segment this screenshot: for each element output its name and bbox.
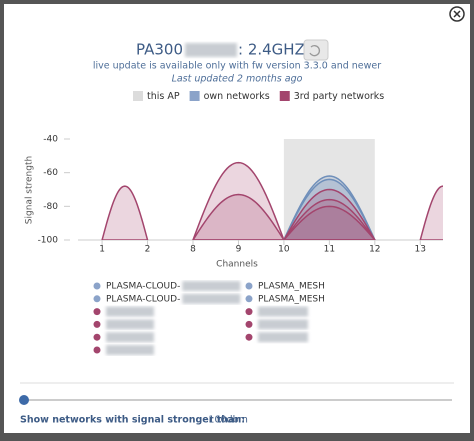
network-curve [192,161,285,240]
network-name: PLASMA-CLOUD- [106,294,180,304]
network-curve [282,205,376,240]
refresh-button[interactable] [303,39,329,61]
network-dot [93,320,101,328]
slider-thumb[interactable] [19,395,29,405]
redacted [106,319,154,330]
filter-label: Show networks with signal stronger than: [20,415,245,426]
network-dot [93,346,101,354]
network-dot [245,333,253,341]
network-dot [245,282,253,290]
redacted [106,345,154,355]
network-dot [245,320,253,328]
network-curve [192,193,285,240]
network-name: PLASMA_MESH [258,282,325,292]
redacted [182,293,241,304]
x-tick-label: 10 [278,245,290,255]
x-axis-label: Channels [216,260,258,270]
legend-swatch [279,91,290,101]
network-curve [419,185,443,240]
title-suffix: : 2.4GHZ [238,41,305,59]
redacted [258,306,308,317]
redacted [106,332,154,343]
x-tick-label: 12 [369,245,380,255]
redacted [182,281,241,291]
network-dot [93,295,101,303]
network-curve [283,178,376,240]
legend-label: this AP [147,91,180,102]
refresh-icon [309,45,320,57]
close-button[interactable] [449,6,465,22]
redacted [185,43,237,57]
x-tick-label: 11 [324,245,335,255]
network-name: PLASMA-CLOUD- [106,282,180,292]
x-tick-label: 9 [236,245,242,255]
network-dot [245,295,253,303]
legend-swatch [189,91,200,101]
network-dot [245,308,253,316]
network-dot [93,282,101,290]
y-tick-label: -80 [43,202,58,212]
y-tick-label: -100 [38,236,59,246]
close-icon [453,10,461,18]
x-tick-label: 8 [190,245,196,255]
x-tick-label: 13 [415,245,426,255]
network-dot [93,333,101,341]
network-name: PLASMA_MESH [258,294,325,304]
notice: live update is available only with fw ve… [93,61,381,72]
network-curve [283,188,376,240]
x-tick-label: 2 [145,245,151,255]
x-tick-label: 1 [99,245,105,255]
legend-label: own networks [204,91,270,102]
title-prefix: PA300 [136,41,183,59]
y-tick-label: -40 [43,135,58,145]
redacted [106,306,154,317]
network-curve [101,185,149,240]
network-curve [282,198,376,240]
network-dot [93,308,101,316]
last-updated: Last updated 2 months ago [172,74,303,85]
y-axis-label: Signal strength [25,156,35,224]
redacted [258,319,308,330]
filter-value: -100dbm [205,415,248,426]
redacted [258,332,308,343]
legend-swatch [133,91,143,101]
legend-label: 3rd party networks [294,91,385,102]
y-tick-label: -60 [43,168,58,178]
curves [101,161,443,240]
modal [4,4,470,433]
